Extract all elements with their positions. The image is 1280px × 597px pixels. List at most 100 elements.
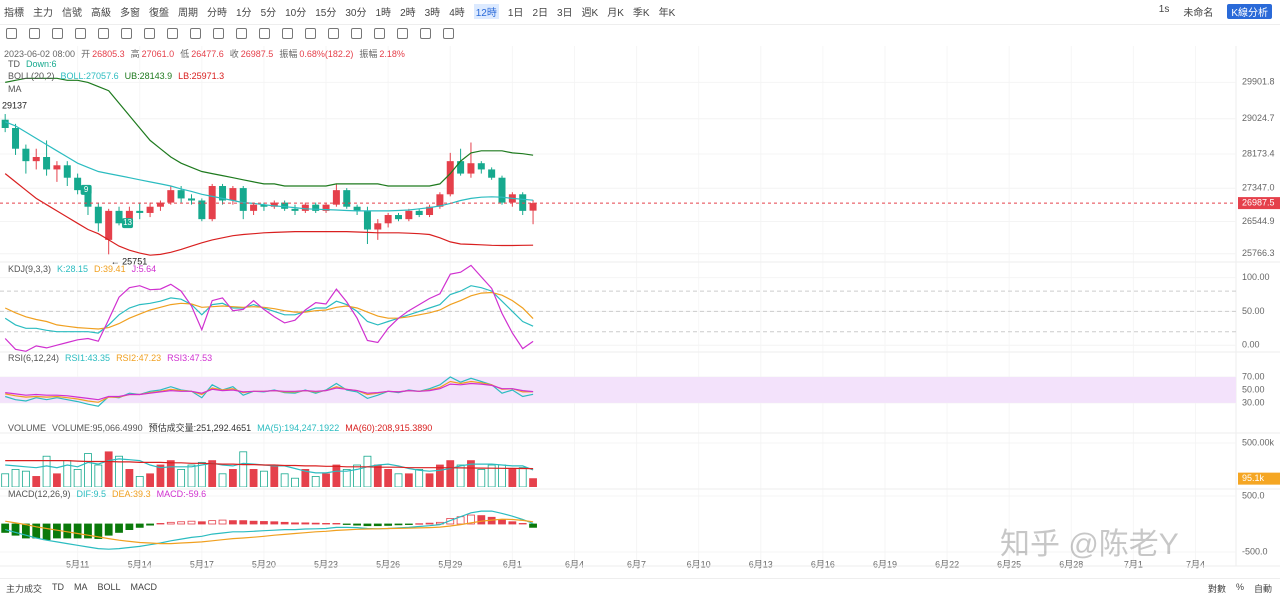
toolbar-right-button[interactable]: 未命名 — [1183, 8, 1214, 19]
tool-icon[interactable] — [397, 28, 408, 39]
legend-item: K:28.15 — [57, 264, 89, 274]
bar — [73, 523, 82, 539]
candle-body — [363, 210, 371, 230]
bottom-button[interactable]: % — [1235, 582, 1244, 592]
tool-icon[interactable] — [443, 28, 454, 39]
toolbar-button[interactable]: 信號 — [62, 8, 82, 19]
bar — [42, 523, 51, 541]
x-tick-label: 6月1 — [503, 559, 522, 569]
tool-icon[interactable] — [6, 28, 17, 39]
bottom-button[interactable]: MA — [74, 582, 88, 592]
y-tick-label: 500.0 — [1242, 490, 1265, 500]
legend-item: LB:25971.3 — [178, 71, 225, 81]
legend-row: TD Down:6 — [8, 59, 57, 69]
tool-icon[interactable] — [420, 28, 431, 39]
legend-item: VOLUME — [8, 422, 47, 433]
toolbar-button[interactable]: 3日 — [557, 8, 573, 19]
tool-icon[interactable] — [259, 28, 270, 39]
info-label: 振幅 — [359, 49, 378, 59]
toolbar-button[interactable]: 12時 — [473, 4, 499, 19]
bar — [208, 520, 217, 525]
bar — [435, 464, 444, 487]
toolbar-button[interactable]: 分時 — [207, 8, 227, 19]
indicator-line — [4, 285, 534, 334]
legend-row: MACD(12,26,9) DIF:9.5 DEA:39.3 MACD:-59.6 — [8, 489, 206, 499]
tool-icon[interactable] — [29, 28, 40, 39]
candle-body — [12, 127, 20, 149]
toolbar-button[interactable]: 高級 — [91, 8, 111, 19]
bottom-button[interactable]: 對數 — [1207, 584, 1226, 594]
candle-body — [115, 210, 123, 224]
indicator-line — [5, 382, 534, 401]
tool-icon[interactable] — [190, 28, 201, 39]
tool-icon[interactable] — [328, 28, 339, 39]
bar — [291, 477, 299, 487]
bottom-button[interactable]: MACD — [130, 582, 158, 592]
x-tick-label: 6月19 — [873, 559, 897, 569]
bar — [477, 469, 486, 487]
bar — [373, 464, 382, 487]
bottom-button[interactable]: 自動 — [1253, 584, 1272, 594]
candle-body — [322, 204, 330, 211]
y-tick-label: -500.0 — [1242, 546, 1268, 556]
toolbar-button[interactable]: 30分 — [345, 8, 367, 19]
bar — [228, 520, 237, 525]
tool-icon[interactable] — [282, 28, 293, 39]
toolbar-right-button[interactable]: 1s — [1158, 4, 1170, 15]
toolbar-button[interactable]: 15分 — [315, 8, 337, 19]
tool-icon[interactable] — [167, 28, 178, 39]
tool-icon[interactable] — [121, 28, 132, 39]
toolbar-button[interactable]: 1分 — [236, 8, 252, 19]
candle-body — [105, 210, 113, 240]
candle-body — [260, 204, 268, 207]
bar — [529, 523, 537, 528]
y-tick-label: 28173.4 — [1242, 148, 1275, 158]
toolbar-button[interactable]: 5分 — [260, 8, 277, 19]
toolbar-button[interactable]: 2日 — [532, 8, 548, 19]
bottom-button[interactable]: BOLL — [97, 582, 121, 592]
value-badge — [1238, 472, 1280, 485]
legend-item: RSI2:47.23 — [116, 353, 162, 363]
candle-body — [156, 202, 164, 207]
tool-icon[interactable] — [98, 28, 109, 39]
toolbar-button[interactable]: 週K — [581, 8, 599, 19]
toolbar-button[interactable]: 1日 — [507, 8, 524, 19]
toolbar-button[interactable]: 指標 — [4, 8, 24, 19]
x-tick-label: 6月7 — [627, 559, 646, 569]
candle-body — [405, 210, 413, 220]
tool-icon[interactable] — [351, 28, 362, 39]
info-label: 开 — [81, 49, 91, 59]
tool-icon[interactable] — [75, 28, 86, 39]
tool-icon[interactable] — [236, 28, 247, 39]
toolbar-button[interactable]: 3時 — [424, 8, 441, 19]
toolbar-button[interactable]: 4時 — [449, 8, 465, 19]
toolbar-button[interactable]: 季K — [632, 8, 650, 19]
toolbar-button[interactable]: 1時 — [375, 8, 392, 19]
bar — [135, 476, 144, 487]
toolbar-button[interactable]: 多窗 — [120, 8, 140, 19]
toolbar-button[interactable]: 月K — [607, 8, 624, 19]
toolbar-right-button[interactable]: K線分析 — [1227, 4, 1272, 19]
y-tick-label: 50.00 — [1242, 306, 1265, 316]
toolbar-button[interactable]: 2時 — [400, 8, 416, 19]
toolbar-button[interactable]: 復盤 — [149, 8, 169, 19]
bottom-button[interactable]: TD — [52, 582, 65, 592]
legend-item: MA(5):194,247.1922 — [257, 422, 340, 433]
candle-body — [22, 148, 30, 162]
tool-icon[interactable] — [374, 28, 385, 39]
bar — [239, 520, 248, 525]
toolbar-button[interactable]: 年K — [658, 8, 676, 19]
toolbar-button[interactable]: 周期 — [178, 8, 198, 19]
tool-icon[interactable] — [144, 28, 155, 39]
tool-icon[interactable] — [52, 28, 63, 39]
bar — [197, 461, 206, 487]
toolbar-button[interactable]: 主力 — [33, 8, 53, 19]
tool-icon[interactable] — [305, 28, 316, 39]
bar — [94, 464, 103, 487]
legend-row: KDJ(9,3,3) K:28.15 D:39.41 J:5.64 — [8, 264, 156, 274]
toolbar-button[interactable]: 10分 — [285, 8, 307, 19]
indicator-line — [4, 291, 534, 330]
tool-icon[interactable] — [213, 28, 224, 39]
info-label: 收 — [229, 49, 239, 59]
bottom-button[interactable]: 主力成交 — [6, 584, 43, 594]
